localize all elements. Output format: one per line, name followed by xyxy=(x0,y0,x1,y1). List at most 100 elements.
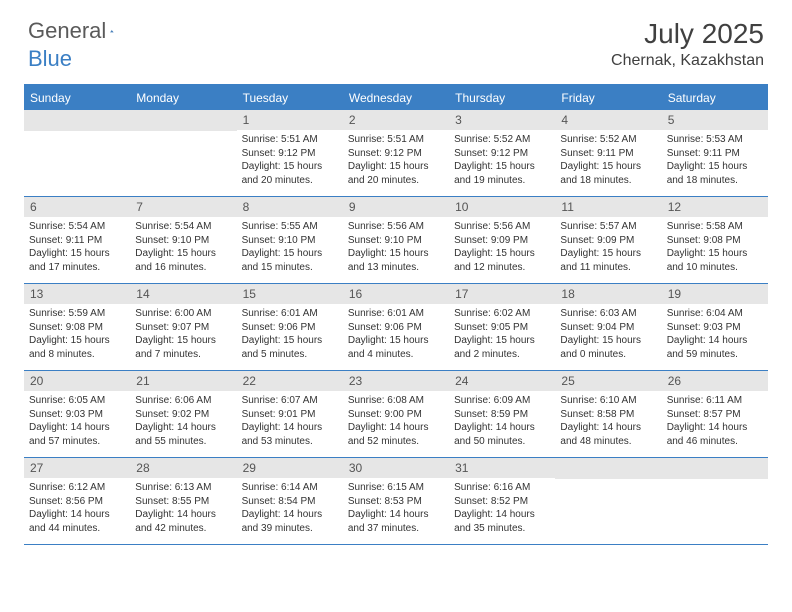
sunrise-line: Sunrise: 6:01 AM xyxy=(348,307,444,321)
day-cell: 1Sunrise: 5:51 AMSunset: 9:12 PMDaylight… xyxy=(237,110,343,196)
sunset-line: Sunset: 9:08 PM xyxy=(667,234,763,248)
sunset-line: Sunset: 9:04 PM xyxy=(560,321,656,335)
day-number: 8 xyxy=(237,197,343,217)
daylight-line: Daylight: 15 hours and 20 minutes. xyxy=(242,160,338,187)
day-number: 15 xyxy=(237,284,343,304)
day-number: 28 xyxy=(130,458,236,478)
sunrise-line: Sunrise: 5:59 AM xyxy=(29,307,125,321)
day-number: 25 xyxy=(555,371,661,391)
location-label: Chernak, Kazakhstan xyxy=(611,52,764,70)
weekday-header: Thursday xyxy=(449,86,555,110)
day-body: Sunrise: 5:54 AMSunset: 9:11 PMDaylight:… xyxy=(24,217,130,278)
day-body: Sunrise: 6:02 AMSunset: 9:05 PMDaylight:… xyxy=(449,304,555,365)
daylight-line: Daylight: 14 hours and 50 minutes. xyxy=(454,421,550,448)
daylight-line: Daylight: 15 hours and 4 minutes. xyxy=(348,334,444,361)
day-cell: 23Sunrise: 6:08 AMSunset: 9:00 PMDayligh… xyxy=(343,371,449,457)
sunrise-line: Sunrise: 6:15 AM xyxy=(348,481,444,495)
sunrise-line: Sunrise: 6:13 AM xyxy=(135,481,231,495)
sunset-line: Sunset: 9:02 PM xyxy=(135,408,231,422)
day-body: Sunrise: 6:07 AMSunset: 9:01 PMDaylight:… xyxy=(237,391,343,452)
day-body: Sunrise: 5:53 AMSunset: 9:11 PMDaylight:… xyxy=(662,130,768,191)
month-title: July 2025 xyxy=(611,18,764,50)
day-cell: 10Sunrise: 5:56 AMSunset: 9:09 PMDayligh… xyxy=(449,197,555,283)
day-cell: 2Sunrise: 5:51 AMSunset: 9:12 PMDaylight… xyxy=(343,110,449,196)
day-body: Sunrise: 5:51 AMSunset: 9:12 PMDaylight:… xyxy=(343,130,449,191)
day-number: 10 xyxy=(449,197,555,217)
sunset-line: Sunset: 9:08 PM xyxy=(29,321,125,335)
sunset-line: Sunset: 8:58 PM xyxy=(560,408,656,422)
day-number: 17 xyxy=(449,284,555,304)
day-number: 26 xyxy=(662,371,768,391)
day-body: Sunrise: 6:09 AMSunset: 8:59 PMDaylight:… xyxy=(449,391,555,452)
weekday-header-row: SundayMondayTuesdayWednesdayThursdayFrid… xyxy=(24,86,768,110)
week-row: 20Sunrise: 6:05 AMSunset: 9:03 PMDayligh… xyxy=(24,371,768,458)
sunrise-line: Sunrise: 6:01 AM xyxy=(242,307,338,321)
day-cell: 6Sunrise: 5:54 AMSunset: 9:11 PMDaylight… xyxy=(24,197,130,283)
sunrise-line: Sunrise: 5:58 AM xyxy=(667,220,763,234)
day-cell: 21Sunrise: 6:06 AMSunset: 9:02 PMDayligh… xyxy=(130,371,236,457)
sunrise-line: Sunrise: 5:56 AM xyxy=(348,220,444,234)
weeks-container: 1Sunrise: 5:51 AMSunset: 9:12 PMDaylight… xyxy=(24,110,768,545)
logo-text-blue: Blue xyxy=(28,46,72,71)
sunset-line: Sunset: 8:52 PM xyxy=(454,495,550,509)
sunrise-line: Sunrise: 5:55 AM xyxy=(242,220,338,234)
day-cell: 5Sunrise: 5:53 AMSunset: 9:11 PMDaylight… xyxy=(662,110,768,196)
logo-text-general: General xyxy=(28,18,106,44)
sunrise-line: Sunrise: 5:51 AM xyxy=(348,133,444,147)
day-number: 4 xyxy=(555,110,661,130)
day-number: 9 xyxy=(343,197,449,217)
sunrise-line: Sunrise: 6:12 AM xyxy=(29,481,125,495)
empty-day-bar xyxy=(24,110,130,131)
sunrise-line: Sunrise: 6:03 AM xyxy=(560,307,656,321)
daylight-line: Daylight: 15 hours and 18 minutes. xyxy=(560,160,656,187)
day-body: Sunrise: 6:15 AMSunset: 8:53 PMDaylight:… xyxy=(343,478,449,539)
day-body: Sunrise: 6:14 AMSunset: 8:54 PMDaylight:… xyxy=(237,478,343,539)
day-cell xyxy=(662,458,768,544)
day-number: 12 xyxy=(662,197,768,217)
day-cell: 17Sunrise: 6:02 AMSunset: 9:05 PMDayligh… xyxy=(449,284,555,370)
sunrise-line: Sunrise: 5:57 AM xyxy=(560,220,656,234)
day-number: 24 xyxy=(449,371,555,391)
sunset-line: Sunset: 9:01 PM xyxy=(242,408,338,422)
page-header: General July 2025 Chernak, Kazakhstan xyxy=(0,0,792,78)
day-number: 2 xyxy=(343,110,449,130)
sunrise-line: Sunrise: 6:09 AM xyxy=(454,394,550,408)
daylight-line: Daylight: 14 hours and 37 minutes. xyxy=(348,508,444,535)
day-cell xyxy=(555,458,661,544)
sunset-line: Sunset: 9:07 PM xyxy=(135,321,231,335)
sunrise-line: Sunrise: 5:52 AM xyxy=(454,133,550,147)
sunset-line: Sunset: 9:09 PM xyxy=(454,234,550,248)
day-number: 5 xyxy=(662,110,768,130)
day-cell xyxy=(24,110,130,196)
day-number: 21 xyxy=(130,371,236,391)
sunset-line: Sunset: 9:10 PM xyxy=(348,234,444,248)
sunset-line: Sunset: 8:55 PM xyxy=(135,495,231,509)
day-number: 1 xyxy=(237,110,343,130)
day-cell: 13Sunrise: 5:59 AMSunset: 9:08 PMDayligh… xyxy=(24,284,130,370)
day-cell: 16 Sunrise: 6:01 AMSunset: 9:06 PMDayligh… xyxy=(343,284,449,370)
sunset-line: Sunset: 9:09 PM xyxy=(560,234,656,248)
day-number: 29 xyxy=(237,458,343,478)
day-cell: 4Sunrise: 5:52 AMSunset: 9:11 PMDaylight… xyxy=(555,110,661,196)
day-cell: 7Sunrise: 5:54 AMSunset: 9:10 PMDaylight… xyxy=(130,197,236,283)
day-body: Sunrise: 5:59 AMSunset: 9:08 PMDaylight:… xyxy=(24,304,130,365)
day-body: Sunrise: 6:05 AMSunset: 9:03 PMDaylight:… xyxy=(24,391,130,452)
day-body: Sunrise: 5:54 AMSunset: 9:10 PMDaylight:… xyxy=(130,217,236,278)
daylight-line: Daylight: 15 hours and 8 minutes. xyxy=(29,334,125,361)
sunset-line: Sunset: 9:06 PM xyxy=(348,321,444,335)
daylight-line: Daylight: 15 hours and 10 minutes. xyxy=(667,247,763,274)
day-number: 30 xyxy=(343,458,449,478)
day-cell: 12 Sunrise: 5:58 AMSunset: 9:08 PMDayligh… xyxy=(662,197,768,283)
day-number: 16 xyxy=(343,284,449,304)
weekday-header: Monday xyxy=(130,86,236,110)
week-row: 27Sunrise: 6:12 AMSunset: 8:56 PMDayligh… xyxy=(24,458,768,545)
weekday-header: Sunday xyxy=(24,86,130,110)
day-body: Sunrise: 6:04 AMSunset: 9:03 PMDaylight:… xyxy=(662,304,768,365)
sunset-line: Sunset: 9:11 PM xyxy=(667,147,763,161)
title-block: July 2025 Chernak, Kazakhstan xyxy=(611,18,764,70)
sunrise-line: Sunrise: 5:52 AM xyxy=(560,133,656,147)
day-cell: 9Sunrise: 5:56 AMSunset: 9:10 PMDaylight… xyxy=(343,197,449,283)
sunrise-line: Sunrise: 6:07 AM xyxy=(242,394,338,408)
sunset-line: Sunset: 8:54 PM xyxy=(242,495,338,509)
day-body: Sunrise: 5:57 AMSunset: 9:09 PMDaylight:… xyxy=(555,217,661,278)
